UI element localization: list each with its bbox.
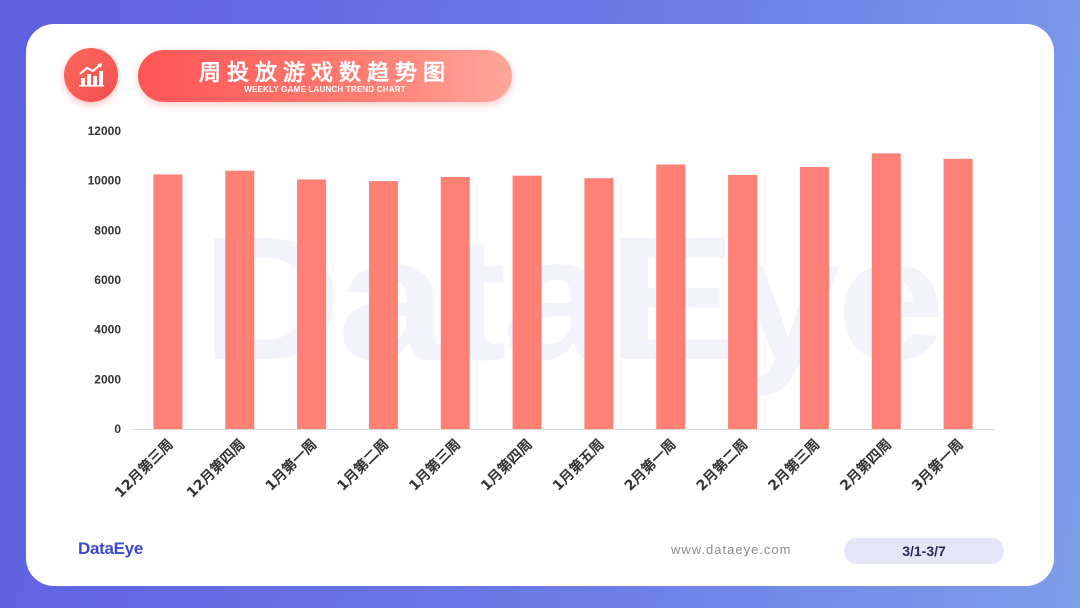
x-tick-label: 1月第二周 (334, 436, 393, 495)
bar (656, 164, 686, 429)
x-tick-label: 12月第三周 (111, 436, 176, 501)
bar (584, 178, 614, 429)
y-tick-label: 6000 (94, 273, 121, 287)
x-tick-label: 1月第一周 (262, 436, 321, 495)
date-range-badge: 3/1-3/7 (844, 538, 1004, 564)
bar (297, 179, 327, 429)
chart-card: 周投放游戏数趋势图 WEEKLY GAME LAUNCH TREND CHART… (26, 24, 1054, 586)
x-tick-label: 2月第一周 (621, 436, 680, 495)
y-tick-label: 10000 (88, 174, 122, 188)
y-tick-label: 0 (114, 422, 121, 436)
x-tick-label: 12月第四周 (183, 436, 248, 501)
x-tick-label: 3月第一周 (908, 436, 967, 495)
bars (153, 153, 973, 429)
title-banner: 周投放游戏数趋势图 WEEKLY GAME LAUNCH TREND CHART (138, 50, 512, 102)
bar (799, 167, 829, 429)
y-tick-label: 12000 (88, 124, 122, 138)
chart-subtitle: WEEKLY GAME LAUNCH TREND CHART (244, 85, 406, 94)
y-tick-label: 4000 (94, 323, 121, 337)
bar (728, 174, 758, 429)
bar (512, 175, 542, 429)
x-tick-label: 2月第三周 (765, 436, 824, 495)
x-tick-label: 1月第三周 (406, 436, 465, 495)
bar (368, 181, 398, 429)
y-tick-label: 8000 (94, 223, 121, 237)
bar (871, 153, 901, 429)
y-axis: 0 2000 4000 6000 8000 10000 12000 (88, 124, 122, 436)
x-tick-label: 2月第四周 (837, 436, 896, 495)
bar (153, 174, 183, 429)
bar (943, 158, 973, 429)
bar-chart-trend-icon (64, 48, 118, 102)
y-tick-label: 2000 (94, 372, 121, 386)
website-url: www.dataeye.com (671, 542, 792, 557)
bar (225, 170, 255, 429)
bar (440, 176, 470, 429)
x-tick-label: 1月第五周 (549, 436, 608, 495)
x-axis: 12月第三周 12月第四周 1月第一周 1月第二周 1月第三周 1月第四周 1月第五周 2月第… (111, 436, 967, 501)
brand-logo: DataEye (78, 539, 143, 558)
chart-title: 周投放游戏数趋势图 (198, 61, 451, 86)
x-tick-label: 1月第四周 (477, 436, 536, 495)
x-tick-label: 2月第二周 (693, 436, 752, 495)
